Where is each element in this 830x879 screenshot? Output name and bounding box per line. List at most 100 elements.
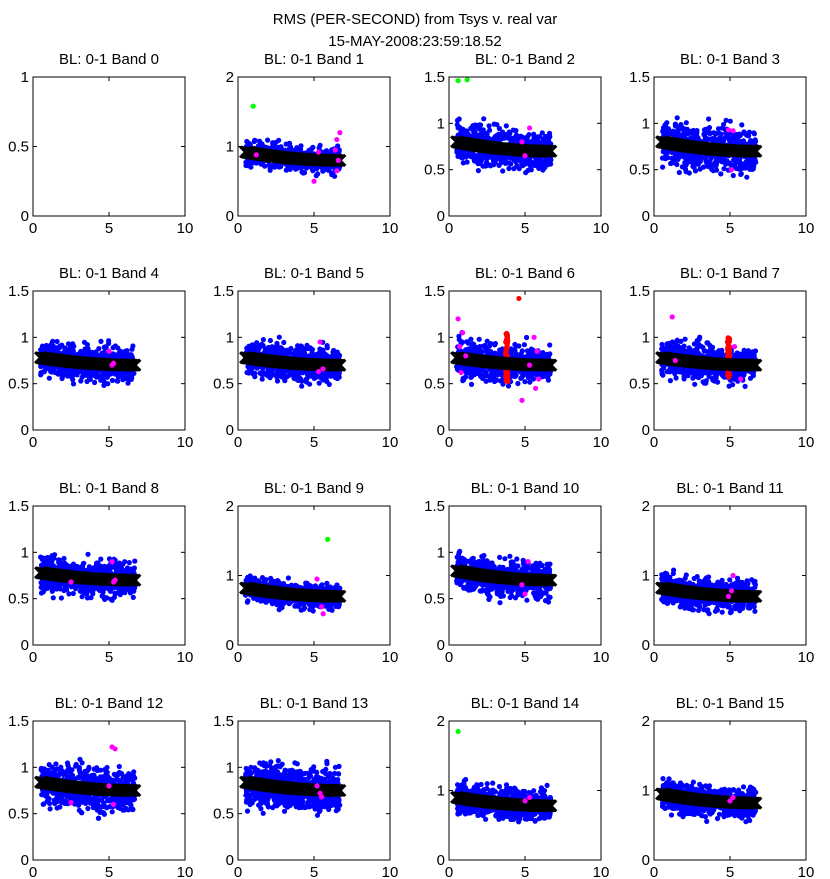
data-point [686, 130, 692, 136]
data-point [665, 155, 671, 161]
data-point [676, 369, 683, 375]
data-point [738, 171, 744, 177]
data-point [524, 334, 530, 341]
y-tick-label: 1.5 [424, 283, 445, 300]
data-point [500, 155, 506, 161]
data-point [471, 157, 478, 163]
data-point [332, 173, 338, 179]
data-point [127, 352, 134, 358]
data-point [307, 346, 313, 352]
data-point [681, 347, 687, 354]
y-tick-label: 0 [437, 422, 445, 439]
data-point [666, 340, 672, 347]
x-tick-label: 5 [310, 434, 318, 451]
data-point [518, 351, 524, 357]
data-point [518, 133, 524, 139]
data-point [697, 166, 703, 172]
data-point [458, 130, 464, 136]
x-tick-label: 0 [234, 220, 242, 237]
subplot-title: BL: 0-1 Band 5 [264, 265, 364, 282]
data-point [516, 343, 522, 349]
data-point [522, 379, 528, 385]
data-point [486, 123, 492, 129]
data-point [244, 138, 250, 145]
flagged-point-magenta [106, 348, 112, 354]
data-point [55, 370, 61, 377]
data-point [511, 166, 517, 172]
data-point [480, 127, 486, 133]
y-tick-label: 0 [226, 208, 234, 225]
data-point [299, 370, 305, 376]
data-point [316, 350, 323, 356]
fit-marker [128, 358, 142, 372]
y-tick-label: 1 [21, 329, 29, 346]
data-point [753, 138, 759, 144]
x-tick-label: 0 [445, 220, 453, 237]
subplot-title: BL: 0-1 Band 7 [680, 265, 780, 282]
subplot-title: BL: 0-1 Band 1 [264, 51, 364, 68]
data-point [120, 373, 126, 379]
flagged-point-magenta [725, 127, 732, 133]
data-point [70, 377, 76, 383]
data-point [690, 162, 696, 168]
data-point [524, 348, 531, 354]
data-point [494, 377, 500, 383]
data-point [457, 124, 463, 131]
data-point [454, 149, 460, 155]
data-point [50, 366, 56, 373]
data-point [673, 375, 679, 381]
data-point [244, 369, 250, 376]
x-tick-label: 5 [105, 220, 113, 237]
data-point [491, 121, 497, 127]
data-point [534, 372, 540, 378]
data-point [118, 353, 124, 359]
data-point [322, 351, 328, 357]
fit-marker [544, 144, 558, 158]
data-point [266, 162, 272, 168]
x-tick-label: 10 [593, 434, 610, 451]
subplot-title: BL: 0-1 Band 3 [680, 51, 780, 68]
y-tick-label: 1 [21, 69, 29, 86]
x-tick-label: 5 [726, 220, 734, 237]
data-point [471, 343, 477, 349]
data-point [479, 349, 485, 355]
data-point [544, 140, 551, 146]
data-point [546, 372, 552, 378]
data-point [336, 147, 342, 153]
data-point [468, 374, 474, 380]
data-point [303, 379, 310, 385]
data-point [496, 131, 502, 137]
y-tick-label: 0.5 [629, 162, 650, 179]
data-point [709, 137, 715, 143]
y-tick-label: 0 [21, 208, 29, 225]
data-point [259, 376, 265, 382]
data-point [659, 341, 665, 348]
data-point [122, 348, 128, 354]
data-point [477, 371, 483, 377]
x-tick-label: 0 [234, 434, 242, 451]
y-tick-label: 1.5 [8, 283, 29, 300]
data-point [310, 144, 316, 150]
data-point [59, 375, 65, 382]
flagged-point-magenta [463, 353, 469, 359]
flagged-point-magenta [531, 334, 537, 340]
y-tick-label: 0.5 [424, 162, 445, 179]
data-point [707, 342, 713, 348]
data-point [692, 381, 698, 387]
data-point [310, 168, 316, 174]
flagged-point-magenta [335, 157, 341, 163]
flagged-point-magenta [460, 330, 466, 336]
data-point [742, 130, 748, 136]
y-tick-label: 1.5 [424, 69, 445, 86]
data-point [81, 339, 88, 345]
data-point [694, 130, 700, 136]
data-point [298, 343, 304, 349]
data-point [92, 379, 98, 386]
data-point [272, 344, 278, 350]
data-point [698, 373, 705, 379]
flagged-point-magenta [337, 130, 343, 136]
data-point [706, 159, 712, 165]
